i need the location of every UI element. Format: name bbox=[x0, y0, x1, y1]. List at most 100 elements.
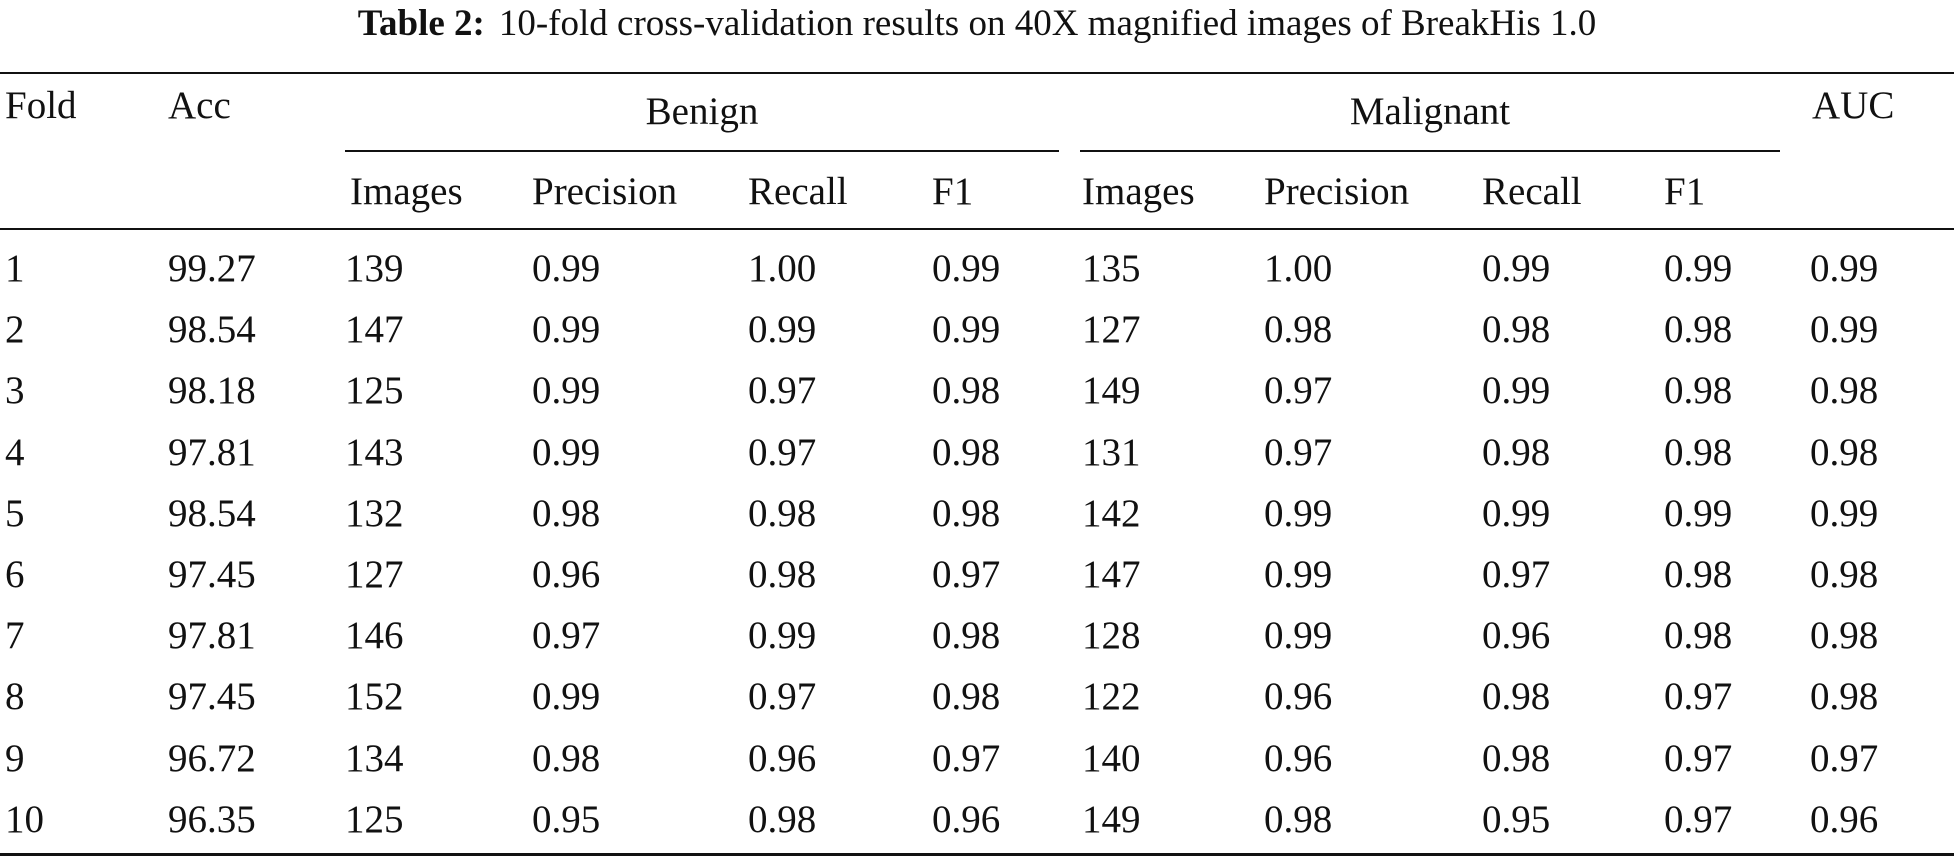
cell-benign-f1: 0.97 bbox=[932, 737, 1001, 780]
cell-benign-precision: 0.98 bbox=[532, 737, 601, 780]
cell-malignant-f1: 0.97 bbox=[1664, 798, 1733, 841]
cell-auc: 0.99 bbox=[1810, 308, 1879, 351]
cell-benign-images: 127 bbox=[345, 553, 404, 596]
cell-malignant-f1: 0.98 bbox=[1664, 553, 1733, 596]
cell-malignant-images: 122 bbox=[1082, 675, 1141, 718]
cell-acc: 98.54 bbox=[168, 308, 256, 351]
header-acc: Acc bbox=[168, 84, 231, 127]
cell-malignant-f1: 0.98 bbox=[1664, 431, 1733, 474]
cell-benign-images: 132 bbox=[345, 492, 404, 535]
cell-benign-recall: 0.97 bbox=[748, 431, 817, 474]
cell-auc: 0.98 bbox=[1810, 553, 1879, 596]
cell-acc: 96.35 bbox=[168, 798, 256, 841]
cell-benign-images: 125 bbox=[345, 369, 404, 412]
cell-fold: 10 bbox=[5, 798, 44, 841]
cell-fold: 2 bbox=[5, 308, 25, 351]
header-malignant-f1: F1 bbox=[1664, 170, 1706, 213]
malignant-group-rule bbox=[1080, 150, 1780, 152]
cell-malignant-f1: 0.97 bbox=[1664, 737, 1733, 780]
cell-malignant-f1: 0.98 bbox=[1664, 614, 1733, 657]
cell-acc: 97.45 bbox=[168, 553, 256, 596]
cell-auc: 0.99 bbox=[1810, 492, 1879, 535]
cell-benign-precision: 0.95 bbox=[532, 798, 601, 841]
header-benign: Benign bbox=[645, 90, 759, 133]
cell-malignant-images: 149 bbox=[1082, 369, 1141, 412]
cell-acc: 97.81 bbox=[168, 614, 256, 657]
cell-benign-images: 143 bbox=[345, 431, 404, 474]
cell-benign-f1: 0.98 bbox=[932, 675, 1001, 718]
cell-malignant-recall: 0.98 bbox=[1482, 431, 1551, 474]
header-fold: Fold bbox=[5, 84, 77, 127]
cell-malignant-recall: 0.98 bbox=[1482, 675, 1551, 718]
cell-malignant-precision: 0.97 bbox=[1264, 369, 1333, 412]
cell-malignant-precision: 0.99 bbox=[1264, 553, 1333, 596]
cell-benign-f1: 0.96 bbox=[932, 798, 1001, 841]
cell-malignant-images: 127 bbox=[1082, 308, 1141, 351]
cell-benign-images: 146 bbox=[345, 614, 404, 657]
header-benign-images: Images bbox=[350, 170, 463, 213]
cell-malignant-images: 140 bbox=[1082, 737, 1141, 780]
cell-auc: 0.99 bbox=[1810, 247, 1879, 290]
cell-malignant-images: 149 bbox=[1082, 798, 1141, 841]
cell-benign-f1: 0.99 bbox=[932, 308, 1001, 351]
cell-malignant-recall: 0.99 bbox=[1482, 492, 1551, 535]
cell-malignant-recall: 0.99 bbox=[1482, 369, 1551, 412]
header-malignant: Malignant bbox=[1349, 90, 1511, 133]
cell-auc: 0.98 bbox=[1810, 431, 1879, 474]
cell-auc: 0.97 bbox=[1810, 737, 1879, 780]
header-bottom-rule bbox=[0, 228, 1954, 230]
cell-auc: 0.98 bbox=[1810, 614, 1879, 657]
cell-benign-f1: 0.98 bbox=[932, 492, 1001, 535]
cell-malignant-images: 147 bbox=[1082, 553, 1141, 596]
cell-malignant-images: 142 bbox=[1082, 492, 1141, 535]
cell-malignant-f1: 0.98 bbox=[1664, 369, 1733, 412]
cell-benign-recall: 0.98 bbox=[748, 553, 817, 596]
cell-benign-precision: 0.99 bbox=[532, 369, 601, 412]
header-malignant-precision: Precision bbox=[1264, 170, 1410, 213]
cell-fold: 8 bbox=[5, 675, 25, 718]
cell-benign-recall: 0.99 bbox=[748, 614, 817, 657]
header-malignant-recall: Recall bbox=[1482, 170, 1582, 213]
cell-benign-images: 147 bbox=[345, 308, 404, 351]
benign-group-rule bbox=[345, 150, 1059, 152]
cell-benign-recall: 0.98 bbox=[748, 798, 817, 841]
cell-benign-precision: 0.96 bbox=[532, 553, 601, 596]
cell-malignant-f1: 0.97 bbox=[1664, 675, 1733, 718]
cell-auc: 0.98 bbox=[1810, 369, 1879, 412]
cell-malignant-precision: 0.97 bbox=[1264, 431, 1333, 474]
cell-malignant-precision: 0.98 bbox=[1264, 798, 1333, 841]
caption-text: 10-fold cross-validation results on 40X … bbox=[498, 3, 1597, 44]
cell-benign-recall: 1.00 bbox=[748, 247, 817, 290]
cell-fold: 1 bbox=[5, 247, 25, 290]
cell-benign-recall: 0.98 bbox=[748, 492, 817, 535]
cell-benign-f1: 0.98 bbox=[932, 614, 1001, 657]
cell-malignant-precision: 0.96 bbox=[1264, 737, 1333, 780]
cell-auc: 0.96 bbox=[1810, 798, 1879, 841]
cell-benign-images: 125 bbox=[345, 798, 404, 841]
cell-fold: 3 bbox=[5, 369, 25, 412]
cell-malignant-recall: 0.98 bbox=[1482, 737, 1551, 780]
cell-benign-precision: 0.99 bbox=[532, 431, 601, 474]
cell-acc: 97.81 bbox=[168, 431, 256, 474]
cell-malignant-f1: 0.99 bbox=[1664, 247, 1733, 290]
cell-benign-f1: 0.97 bbox=[932, 553, 1001, 596]
cell-benign-f1: 0.98 bbox=[932, 369, 1001, 412]
cell-acc: 98.54 bbox=[168, 492, 256, 535]
cell-malignant-f1: 0.98 bbox=[1664, 308, 1733, 351]
cell-benign-precision: 0.99 bbox=[532, 308, 601, 351]
cell-malignant-images: 128 bbox=[1082, 614, 1141, 657]
cell-malignant-images: 131 bbox=[1082, 431, 1141, 474]
cell-fold: 9 bbox=[5, 737, 25, 780]
header-benign-precision: Precision bbox=[532, 170, 678, 213]
cell-fold: 4 bbox=[5, 431, 25, 474]
cell-benign-precision: 0.99 bbox=[532, 675, 601, 718]
cell-malignant-recall: 0.97 bbox=[1482, 553, 1551, 596]
bottom-rule bbox=[0, 853, 1954, 856]
cell-benign-precision: 0.97 bbox=[532, 614, 601, 657]
cell-malignant-images: 135 bbox=[1082, 247, 1141, 290]
cell-malignant-recall: 0.95 bbox=[1482, 798, 1551, 841]
header-benign-f1: F1 bbox=[932, 170, 974, 213]
cell-benign-recall: 0.97 bbox=[748, 369, 817, 412]
cell-benign-f1: 0.98 bbox=[932, 431, 1001, 474]
cell-acc: 96.72 bbox=[168, 737, 256, 780]
